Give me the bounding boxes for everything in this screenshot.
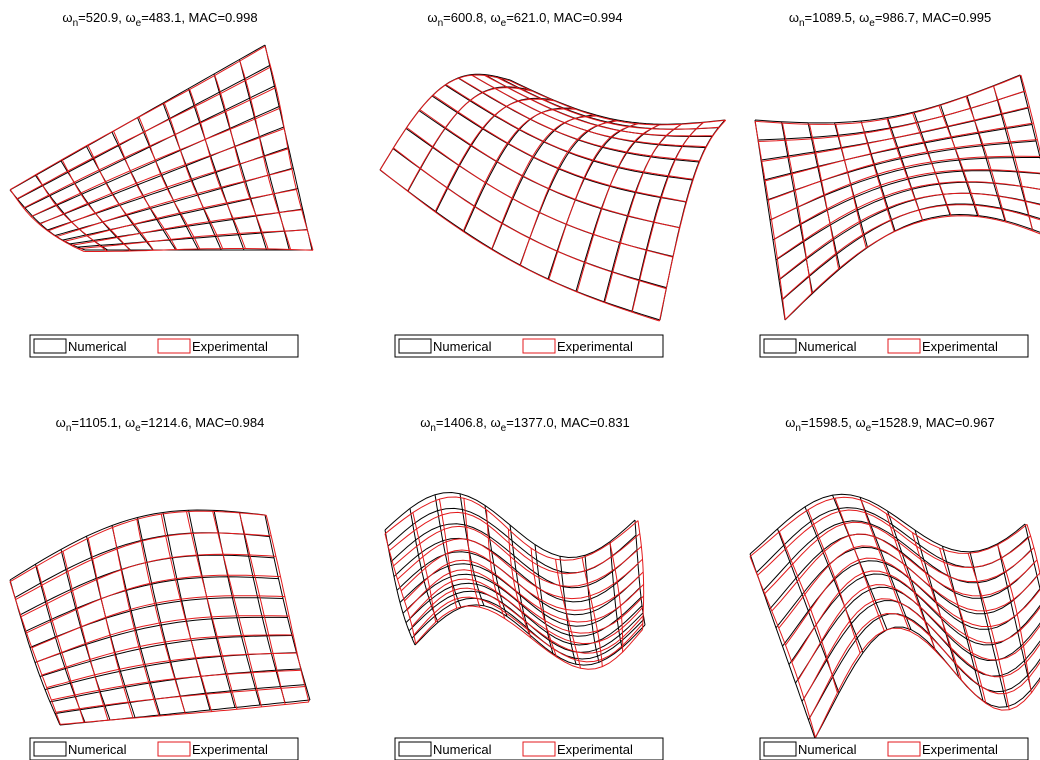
experimental-mesh: [380, 170, 659, 321]
legend-label: Experimental: [557, 339, 633, 354]
experimental-mesh: [510, 81, 726, 125]
legend-label: Numerical: [798, 742, 857, 757]
experimental-mesh: [520, 121, 617, 266]
numerical-mesh: [138, 518, 186, 713]
panel-title: ωn=1598.5, ωe=1528.9, MAC=0.967: [785, 415, 995, 434]
experimental-mesh: [32, 596, 285, 648]
legend-label: Numerical: [433, 742, 492, 757]
experimental-mesh: [772, 534, 1037, 611]
panel-title: ωn=1089.5, ωe=986.7, MAC=0.995: [789, 10, 991, 29]
legend-label: Numerical: [433, 339, 492, 354]
legend-label: Numerical: [798, 339, 857, 354]
mode-panel: ωn=600.8, ωe=621.0, MAC=0.994 Numerical Ex…: [380, 10, 726, 357]
title-text: =520.9, ω: [78, 10, 136, 25]
numerical-mesh: [471, 75, 706, 148]
title-text: ω: [56, 415, 66, 430]
experimental-mesh: [215, 75, 268, 249]
numerical-mesh: [380, 170, 660, 320]
numerical-mesh: [610, 542, 622, 648]
experimental-mesh: [16, 533, 272, 600]
title-text: =1089.5, ω: [805, 10, 870, 25]
title-text: =1598.5, ω: [801, 415, 866, 430]
title-text: =1406.8, ω: [436, 415, 501, 430]
title-text: ω: [62, 10, 72, 25]
legend-label: Numerical: [68, 339, 127, 354]
experimental-mesh: [886, 514, 935, 651]
panel-title: ωn=520.9, ωe=483.1, MAC=0.998: [62, 10, 257, 29]
mode-panel: ωn=1089.5, ωe=986.7, MAC=0.995 Numerical E…: [755, 10, 1040, 357]
title-text: ω: [789, 10, 799, 25]
numerical-mesh: [189, 89, 244, 251]
title-text: =1214.6, MAC=0.984: [141, 415, 265, 430]
experimental-mesh: [187, 512, 238, 710]
numerical-mesh: [406, 583, 642, 645]
title-text: =483.1, MAC=0.998: [141, 10, 257, 25]
panel-title: ωn=1406.8, ωe=1377.0, MAC=0.831: [420, 415, 630, 434]
title-text: =1105.1, ω: [71, 415, 135, 430]
panel-title: ωn=600.8, ωe=621.0, MAC=0.994: [427, 10, 622, 29]
experimental-mesh: [836, 124, 866, 248]
legend-label: Numerical: [68, 742, 127, 757]
title-text: =621.0, MAC=0.994: [506, 10, 622, 25]
legend-label: Experimental: [557, 742, 633, 757]
legend-label: Experimental: [922, 742, 998, 757]
mode-panel: ωn=1598.5, ωe=1528.9, MAC=0.967 Numerical…: [750, 415, 1040, 760]
numerical-mesh: [214, 510, 260, 705]
title-text: =600.8, ω: [443, 10, 501, 25]
experimental-mesh: [60, 702, 309, 724]
numerical-mesh: [548, 123, 639, 279]
experimental-mesh: [446, 85, 693, 180]
experimental-mesh: [161, 514, 211, 712]
numerical-mesh: [445, 85, 693, 180]
mode-panel: ωn=1406.8, ωe=1377.0, MAC=0.831 Numerical…: [385, 415, 663, 760]
numerical-mesh: [785, 215, 1040, 321]
title-text: ω: [427, 10, 437, 25]
experimental-mesh: [385, 497, 638, 560]
title-text: =1377.0, MAC=0.831: [506, 415, 630, 430]
experimental-mesh: [750, 497, 1027, 556]
experimental-mesh: [37, 566, 84, 722]
numerical-mesh: [510, 80, 725, 124]
experimental-mesh: [213, 511, 262, 707]
legend-label: Experimental: [192, 339, 268, 354]
mode-panel: ωn=1105.1, ωe=1214.6, MAC=0.984 Numerical…: [10, 415, 310, 760]
experimental-mesh: [785, 216, 1040, 320]
numerical-mesh: [755, 75, 1020, 123]
title-text: ω: [420, 415, 430, 430]
legend-label: Experimental: [192, 742, 268, 757]
title-text: =1528.9, MAC=0.967: [871, 415, 995, 430]
title-text: =986.7, MAC=0.995: [875, 10, 991, 25]
panel-title: ωn=1105.1, ωe=1214.6, MAC=0.984: [56, 415, 265, 434]
experimental-mesh: [660, 120, 726, 321]
experimental-mesh: [21, 554, 276, 616]
experimental-mesh: [549, 124, 638, 280]
numerical-mesh: [520, 120, 618, 265]
experimental-mesh: [240, 513, 286, 705]
experimental-mesh: [497, 78, 719, 130]
experimental-mesh: [56, 687, 305, 713]
title-text: ω: [785, 415, 795, 430]
experimental-mesh: [10, 582, 60, 725]
numerical-mesh: [497, 77, 719, 130]
experimental-mesh: [757, 510, 1030, 575]
figure: ωn=520.9, ωe=483.1, MAC=0.998 Numerical Ex…: [0, 0, 1040, 760]
numerical-mesh: [660, 120, 725, 320]
numerical-mesh: [492, 115, 596, 249]
mode-panel: ωn=520.9, ωe=483.1, MAC=0.998 Numerical Ex…: [10, 10, 313, 357]
numerical-mesh: [435, 495, 461, 608]
legend-label: Experimental: [922, 339, 998, 354]
experimental-mesh: [762, 107, 1030, 161]
numerical-mesh: [576, 124, 661, 291]
experimental-mesh: [772, 156, 1040, 219]
numerical-mesh: [412, 598, 644, 659]
